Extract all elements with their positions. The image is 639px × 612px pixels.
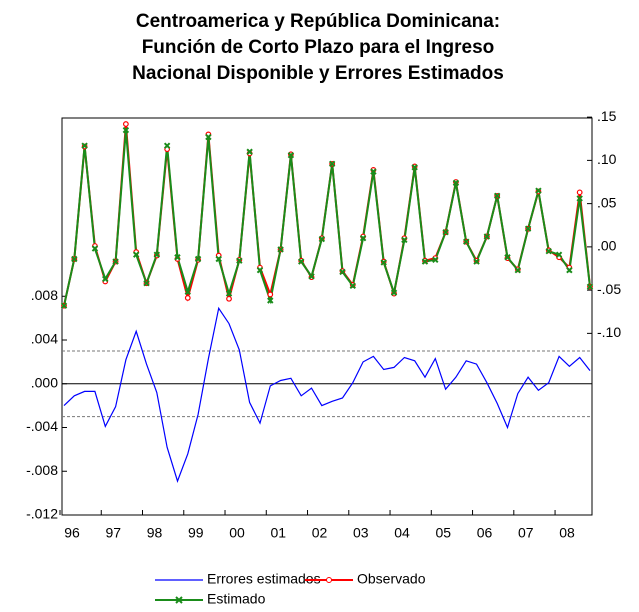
- point-marker: [225, 290, 233, 297]
- chart-title: Función de Corto Plazo para el Ingreso: [142, 37, 495, 58]
- point-marker: [184, 295, 191, 301]
- point-marker: [194, 255, 202, 263]
- y-tick-label: .008: [31, 287, 58, 303]
- x-tick-label: 03: [353, 525, 369, 541]
- point-marker: [504, 254, 511, 261]
- point-marker: [359, 235, 367, 242]
- point-marker: [463, 238, 470, 245]
- point-marker: [566, 267, 573, 274]
- point-marker: [205, 133, 212, 141]
- point-marker: [524, 225, 532, 232]
- y-tick-label: -.012: [26, 506, 58, 522]
- point-marker: [401, 236, 408, 244]
- point-marker: [132, 251, 140, 258]
- point-marker: [215, 255, 222, 263]
- y2-tick-label: .00: [597, 238, 617, 254]
- y-tick-label: .004: [31, 331, 58, 347]
- point-marker: [339, 268, 346, 276]
- point-marker: [226, 295, 232, 302]
- point-marker: [246, 148, 253, 155]
- point-marker: [514, 267, 522, 274]
- point-marker: [256, 267, 264, 274]
- point-marker: [370, 168, 377, 175]
- point-marker: [535, 187, 542, 194]
- point-marker: [586, 283, 594, 290]
- x-tick-label: 99: [188, 525, 204, 541]
- point-marker: [555, 251, 563, 258]
- point-marker: [112, 258, 119, 265]
- legend-label: Estimado: [207, 591, 266, 607]
- point-marker: [390, 289, 398, 296]
- x-tick-label: 02: [312, 525, 328, 541]
- chart-title: Nacional Disponible y Errores Estimados: [132, 63, 504, 84]
- x-tick-label: 08: [559, 525, 575, 541]
- point-marker: [308, 273, 315, 280]
- x-tick-label: 06: [477, 525, 493, 541]
- point-marker: [328, 160, 336, 168]
- series-line: [63, 124, 591, 306]
- point-marker: [442, 228, 449, 236]
- point-marker: [432, 256, 439, 264]
- chart-title: Centroamerica y República Dominicana:: [136, 11, 500, 32]
- x-tick-label: 04: [394, 525, 410, 541]
- plot-frame: [61, 117, 593, 516]
- point-marker: [267, 297, 274, 304]
- point-marker: [236, 257, 243, 264]
- x-tick-label: 00: [229, 525, 245, 541]
- point-marker: [452, 179, 460, 187]
- point-marker: [298, 258, 305, 265]
- y-tick-label: -.004: [26, 418, 58, 434]
- point-marker: [380, 259, 387, 266]
- point-marker: [411, 164, 418, 171]
- point-marker: [71, 255, 78, 263]
- point-marker: [483, 233, 491, 240]
- point-marker: [421, 258, 429, 265]
- x-tick-label: 05: [436, 525, 452, 541]
- y-tick-label: .000: [31, 374, 58, 390]
- point-marker: [545, 247, 552, 255]
- point-marker: [493, 192, 501, 200]
- point-marker: [277, 246, 284, 253]
- point-marker: [287, 151, 295, 159]
- legend-swatch: [175, 596, 183, 604]
- y2-tick-label: -.05: [597, 281, 621, 297]
- series-line: [63, 306, 591, 483]
- point-marker: [318, 235, 326, 243]
- point-marker: [102, 275, 109, 283]
- point-marker: [122, 126, 130, 134]
- point-marker: [174, 254, 181, 261]
- x-tick-label: 98: [147, 525, 163, 541]
- point-marker: [267, 291, 274, 298]
- legend-label: Errores estimados: [207, 571, 321, 587]
- y-tick-label: -.008: [26, 462, 58, 478]
- y2-tick-label: .05: [597, 194, 617, 210]
- y2-tick-label: .15: [597, 108, 617, 124]
- point-marker: [576, 195, 583, 202]
- point-marker: [81, 142, 88, 149]
- point-marker: [349, 282, 356, 290]
- legend-swatch: [326, 577, 332, 583]
- series-line: [63, 130, 591, 306]
- x-tick-label: 07: [518, 525, 534, 541]
- x-tick-label: 96: [64, 525, 80, 541]
- y2-tick-label: .10: [597, 151, 617, 167]
- point-marker: [91, 245, 99, 252]
- point-marker: [184, 288, 191, 296]
- point-marker: [153, 251, 161, 258]
- point-marker: [163, 142, 171, 149]
- legend-label: Observado: [357, 571, 426, 587]
- x-tick-label: 01: [270, 525, 286, 541]
- point-marker: [143, 279, 150, 287]
- x-tick-label: 97: [105, 525, 121, 541]
- point-marker: [122, 121, 129, 127]
- y2-tick-label: -.10: [597, 324, 621, 340]
- point-marker: [576, 189, 583, 196]
- point-marker: [473, 258, 480, 265]
- point-marker: [60, 302, 68, 309]
